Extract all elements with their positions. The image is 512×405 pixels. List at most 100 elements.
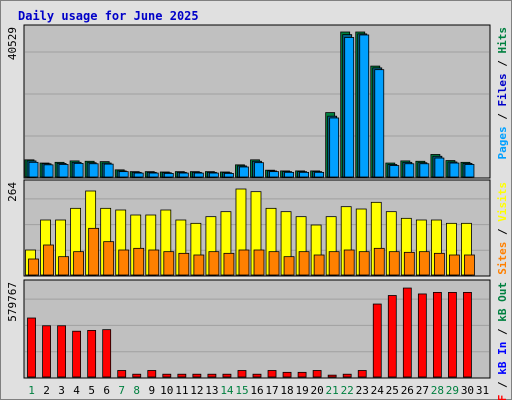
x-tick-label: 3 [58,384,65,397]
bar-kb-f-day-14 [222,373,232,378]
legend-entry: Files [496,73,509,106]
bar-pages-day-21 [329,117,340,178]
x-tick-label: 18 [280,384,293,397]
bar-kb-f-day-28 [432,291,442,378]
bar-pages-day-6 [103,163,114,178]
legend-visits-sites: Sites / Visits [496,182,509,275]
bar-kb-f-day-20 [312,370,322,378]
x-tick-label: 24 [371,384,385,397]
x-axis-day-labels: 1 2 3 4 5 6 7 8 9 10 11 12 13 14 15 16 17 18 19 20 21 22 23 24 2… [28,384,489,397]
series-sites [28,227,475,276]
bar-kb-f-day-2 [42,325,51,378]
bar-sites-day-22 [343,249,355,276]
x-tick-label: 19 [295,384,308,397]
x-tick-label: 4 [73,384,80,397]
bar-sites-day-23 [358,251,370,276]
bar-pages-day-4 [73,162,84,178]
bar-pages-day-14 [224,173,234,178]
bar-sites-day-7 [118,249,130,276]
bar-pages-day-12 [193,172,204,178]
bar-kb-f-day-29 [448,291,457,378]
bar-sites-day-28 [433,252,445,276]
max-value-label: 40529 [6,27,19,60]
bar-sites-day-1 [28,258,39,276]
legend-entry: / [496,375,509,395]
x-tick-label: 25 [386,384,399,397]
bar-kb-f-day-17 [267,370,277,378]
legend-hits-files-pages: Pages / Files / Hits [496,27,509,160]
bar-sites-day-4 [73,251,85,276]
bar-kb-f-day-6 [102,329,112,378]
bar-pages-day-27 [419,163,430,178]
bar-pages-day-23 [359,34,370,178]
bar-pages-day-25 [389,165,400,178]
chart-title: Daily usage for June 2025 [18,9,199,23]
x-tick-label: 17 [265,384,278,397]
bar-sites-day-9 [148,249,160,276]
bar-kb-f-day-25 [387,295,397,378]
bar-sites-day-16 [253,249,265,276]
bar-kb-f-day-8 [132,373,142,378]
bar-pages-day-22 [344,37,355,178]
x-tick-label: 20 [311,384,324,397]
bar-kb-f-day-11 [177,373,187,378]
bar-pages-day-30 [464,164,475,178]
legend-entry: Visits [496,182,509,222]
bar-pages-day-7 [118,171,129,178]
bar-sites-day-29 [449,254,460,276]
x-tick-label: 2 [43,384,50,397]
bar-kb-f-day-4 [72,330,82,378]
bar-sites-day-15 [238,249,250,276]
bar-sites-day-3 [58,256,69,276]
bar-sites-day-13 [208,251,220,276]
bar-kb-f-day-15 [237,370,247,378]
bar-sites-day-18 [283,256,295,276]
bar-sites-day-20 [313,254,325,276]
bar-kb-f-day-18 [282,371,292,378]
max-value-label: 264 [6,182,19,202]
bar-sites-day-2 [43,244,54,276]
series-kb-f [27,287,472,378]
bar-pages-day-17 [269,171,279,178]
bar-sites-day-14 [223,252,235,276]
bar-sites-day-21 [328,251,340,276]
bar-pages-day-29 [449,162,460,178]
x-tick-label: 31 [476,384,489,397]
legend-entry: / [496,54,509,74]
bar-pages-day-5 [88,163,99,178]
bar-kb-f-day-19 [297,371,307,378]
x-tick-label: 10 [160,384,173,397]
x-tick-label: 9 [148,384,155,397]
x-tick-label: 1 [28,384,35,397]
bar-pages-day-19 [299,171,310,178]
bar-kb-f-day-3 [57,325,66,378]
x-tick-label: 14 [220,384,234,397]
x-tick-label: 30 [461,384,474,397]
legend-entry: / [496,222,509,242]
series-pages [28,34,475,178]
bar-sites-day-27 [418,251,430,276]
panel-hits-files-pages: 40529 Pages / Files / Hits [6,24,509,179]
bar-pages-day-11 [178,172,189,178]
legend-entry: Pages [496,126,509,159]
bar-sites-day-12 [193,254,205,276]
bar-kb-f-day-1 [27,317,36,378]
legend-entry: kB Out [496,282,509,322]
bar-sites-day-30 [464,254,475,276]
bar-pages-day-18 [284,171,294,178]
bar-sites-day-25 [388,251,400,276]
bar-sites-day-26 [403,251,415,276]
bar-pages-day-16 [254,162,264,178]
x-tick-label: 8 [133,384,140,397]
legend-entry: / [496,107,509,127]
bar-kb-f-day-24 [372,303,382,378]
bar-sites-day-24 [373,247,385,276]
x-tick-label: 27 [416,384,429,397]
legend-kbytes: kB F / kB In / kB Out [496,282,509,400]
x-tick-label: 16 [250,384,263,397]
bar-kb-f-day-5 [87,330,97,378]
x-tick-label: 23 [356,384,369,397]
bar-pages-day-28 [434,157,445,178]
bar-pages-day-2 [43,164,54,178]
